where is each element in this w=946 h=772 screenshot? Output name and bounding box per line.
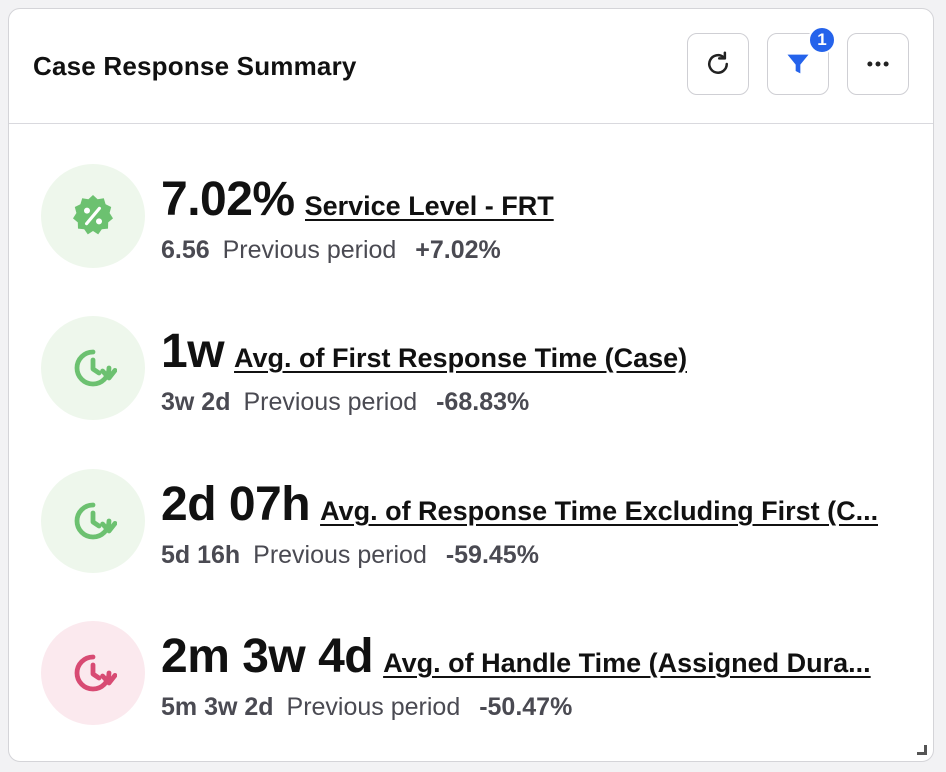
previous-period-label: Previous period — [253, 541, 427, 569]
card-title: Case Response Summary — [33, 51, 357, 81]
percent-badge-icon — [73, 195, 113, 235]
metric-row-first-response-time: 1w Avg. of First Response Time (Case) 3w… — [41, 316, 921, 426]
metric-icon-container — [41, 469, 145, 573]
previous-period-value: 5m 3w 2d — [161, 693, 274, 721]
metric-value: 2m 3w 4d — [161, 630, 374, 683]
metric-icon-container — [41, 621, 145, 725]
metric-icon-container — [41, 164, 145, 268]
change-percentage: -59.45% — [445, 541, 539, 569]
change-percentage: +7.02% — [415, 236, 501, 264]
metric-label-link[interactable]: Avg. of Response Time Excluding First (C… — [320, 496, 879, 526]
change-percentage: -68.83% — [436, 388, 530, 416]
metric-row-handle-time: 2m 3w 4d Avg. of Handle Time (Assigned D… — [41, 621, 921, 731]
refresh-icon — [708, 51, 728, 74]
filter-icon — [787, 54, 809, 74]
metric-value: 7.02% — [161, 173, 295, 226]
previous-period-value: 5d 16h — [161, 541, 241, 569]
more-horizontal-icon — [867, 61, 889, 67]
clock-refresh-icon — [74, 349, 117, 387]
metric-row-service-level: 7.02% Service Level - FRT 6.56 Previous … — [41, 164, 921, 274]
card-header: Case Response Summary 1 — [9, 9, 933, 124]
metric-icon-container — [41, 316, 145, 420]
previous-period-value: 6.56 — [161, 236, 210, 264]
metric-label-link[interactable]: Avg. of Handle Time (Assigned Dura... — [383, 648, 871, 678]
metric-row-response-time-excluding-first: 2d 07h Avg. of Response Time Excluding F… — [41, 469, 921, 579]
filter-count-badge: 1 — [808, 26, 836, 54]
filter-button[interactable]: 1 — [767, 26, 836, 95]
previous-period-label: Previous period — [286, 693, 461, 721]
metric-value: 2d 07h — [161, 478, 311, 531]
clock-refresh-icon — [74, 502, 117, 540]
previous-period-label: Previous period — [222, 236, 397, 264]
case-response-summary-card: Case Response Summary 1 — [8, 8, 934, 762]
metric-value: 1w — [161, 325, 225, 378]
change-percentage: -50.47% — [479, 693, 573, 721]
previous-period-label: Previous period — [243, 388, 418, 416]
resize-handle[interactable] — [917, 745, 927, 755]
previous-period-value: 3w 2d — [161, 388, 231, 416]
metric-label-link[interactable]: Service Level - FRT — [304, 191, 554, 221]
clock-refresh-icon — [74, 654, 117, 692]
more-options-button[interactable] — [847, 33, 909, 95]
metric-label-link[interactable]: Avg. of First Response Time (Case) — [234, 343, 688, 373]
refresh-button[interactable] — [687, 33, 749, 95]
